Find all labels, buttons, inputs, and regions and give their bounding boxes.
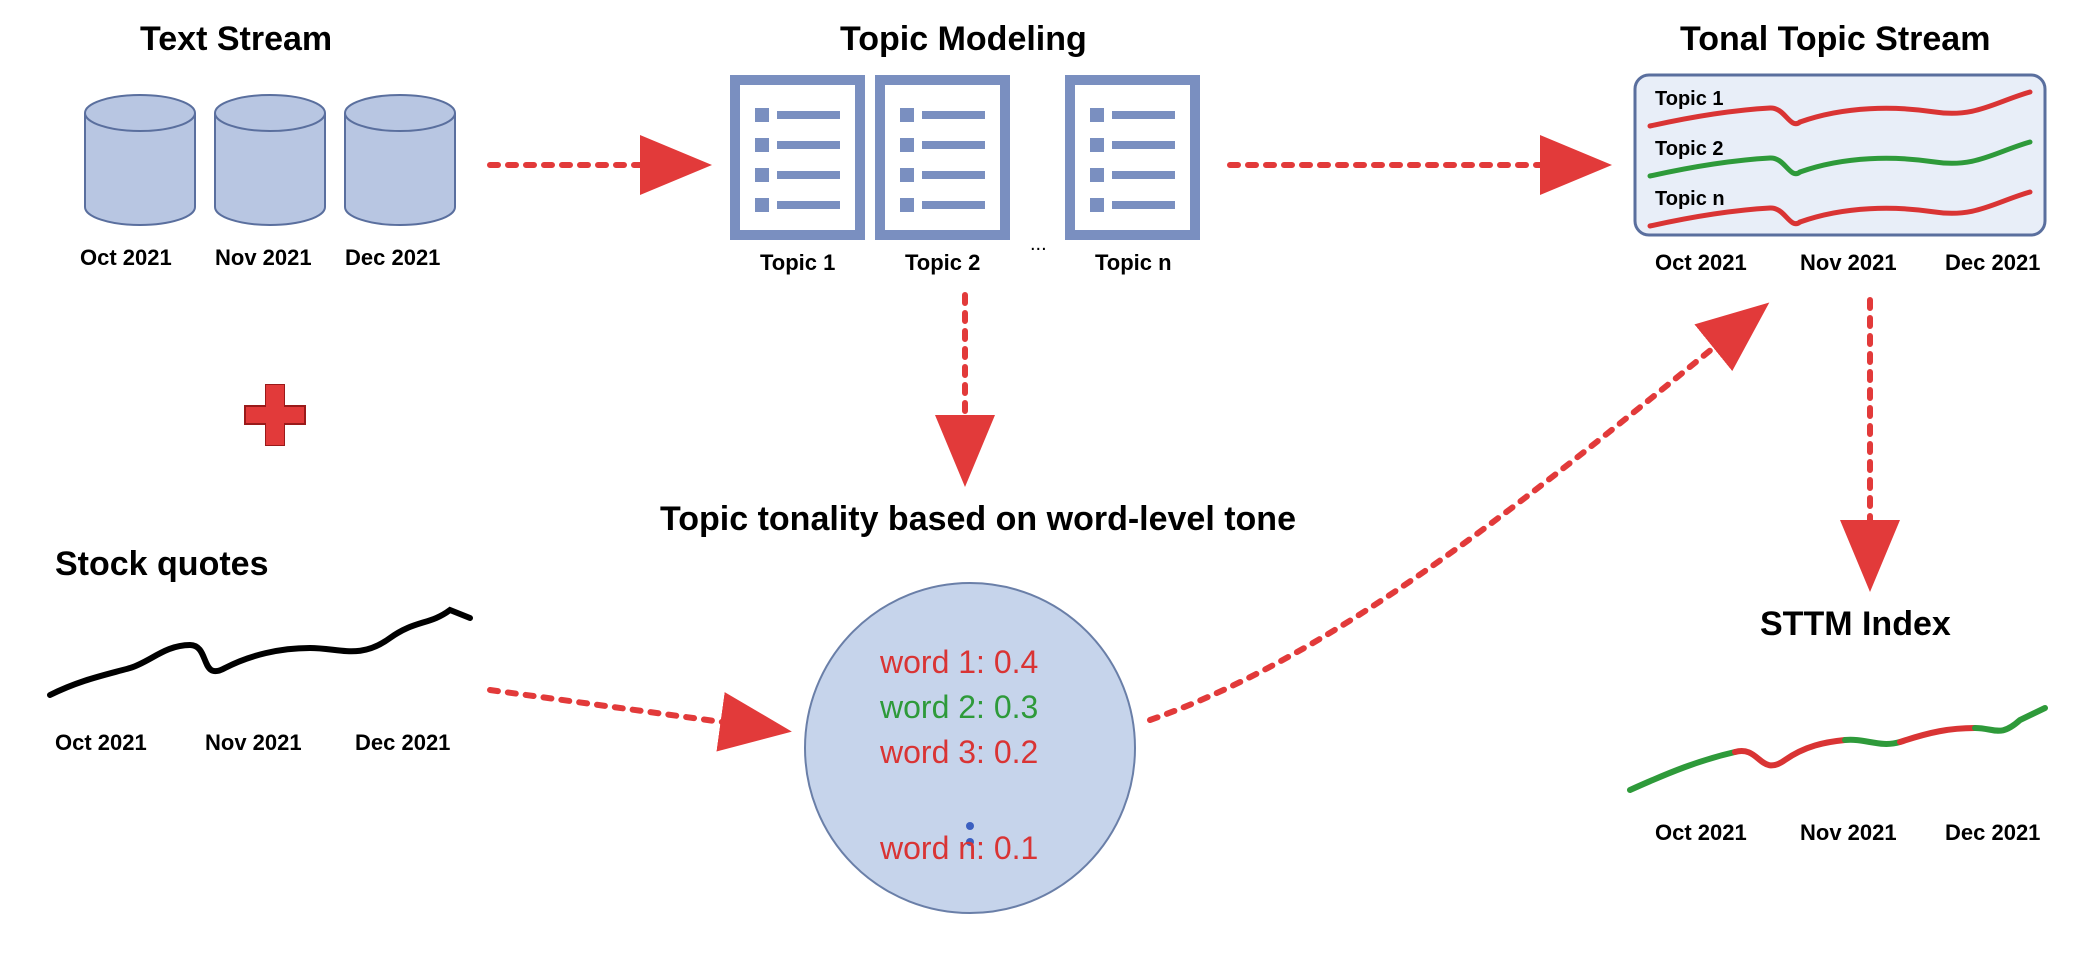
stock-date-3: Dec 2021 — [355, 730, 450, 756]
tonal-date-2: Nov 2021 — [1800, 250, 1897, 276]
tonal-topic-n: Topic n — [1655, 188, 1725, 211]
tonal-date-1: Oct 2021 — [1655, 250, 1747, 276]
stock-date-2: Nov 2021 — [205, 730, 302, 756]
stock-quotes-line — [50, 610, 470, 695]
doc-group — [735, 80, 1195, 235]
plus-icon — [245, 385, 305, 445]
tonality-words: word 1: 0.4word 2: 0.3word 3: 0.2 word n:… — [880, 640, 1080, 871]
cyl-label-1: Oct 2021 — [80, 245, 172, 271]
tonality-word: word n: 0.1 — [880, 826, 1080, 871]
topic-ellipsis: ... — [1030, 233, 1047, 255]
doc-label-1: Topic 1 — [760, 250, 835, 276]
sttm-date-2: Nov 2021 — [1800, 820, 1897, 846]
sttm-date-3: Dec 2021 — [1945, 820, 2040, 846]
cyl-label-2: Nov 2021 — [215, 245, 312, 271]
doc-label-2: Topic 2 — [905, 250, 980, 276]
tonal-topic-2: Topic 2 — [1655, 138, 1724, 161]
tonality-word: word 2: 0.3 — [880, 685, 1080, 730]
doc-label-n: Topic n — [1095, 250, 1172, 276]
sttm-date-1: Oct 2021 — [1655, 820, 1747, 846]
tonality-word: word 3: 0.2 — [880, 730, 1080, 775]
tonal-date-3: Dec 2021 — [1945, 250, 2040, 276]
tonality-word: word 1: 0.4 — [880, 640, 1080, 685]
stock-date-1: Oct 2021 — [55, 730, 147, 756]
cyl-label-3: Dec 2021 — [345, 245, 440, 271]
tonal-topic-1: Topic 1 — [1655, 88, 1724, 111]
sttm-index-line — [1630, 708, 2045, 790]
diagram-canvas: Text Stream Topic Modeling Tonal Topic S… — [0, 0, 2092, 961]
cylinder-group — [85, 95, 455, 225]
